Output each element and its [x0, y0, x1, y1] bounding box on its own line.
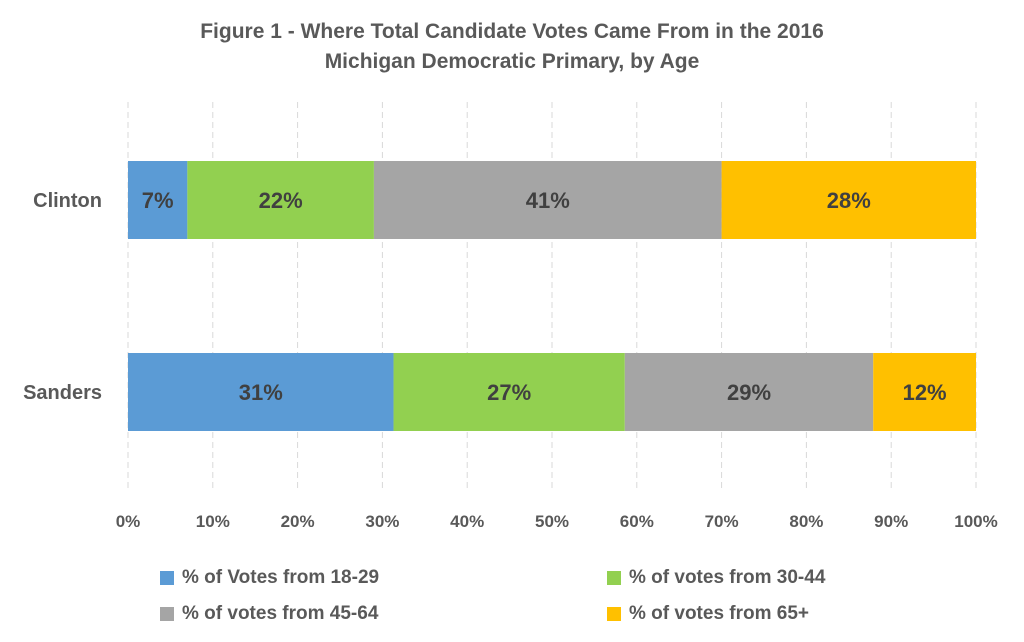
x-tick-label: 10% [196, 512, 230, 531]
x-tick-label: 80% [789, 512, 823, 531]
legend-label-45-64: % of votes from 45-64 [182, 603, 379, 624]
chart-title-line-1: Figure 1 - Where Total Candidate Votes C… [200, 20, 824, 43]
bar-segment [373, 161, 722, 239]
data-label: 29% [727, 380, 771, 405]
data-label: 31% [239, 380, 283, 405]
bar-segment [128, 161, 188, 239]
bar-segment [873, 353, 976, 431]
bar-segment [721, 161, 976, 239]
data-label: 27% [487, 380, 531, 405]
legend-label-65-plus: % of votes from 65+ [629, 603, 810, 624]
bar-segment [393, 353, 625, 431]
x-tick-label: 0% [116, 512, 141, 531]
legend-swatch-65-plus [607, 607, 621, 621]
x-tick-label: 50% [535, 512, 569, 531]
legend-label-18-29: % of Votes from 18-29 [182, 567, 380, 588]
legend-label-30-44: % of votes from 30-44 [629, 567, 826, 588]
x-tick-label: 70% [705, 512, 739, 531]
legend-swatch-30-44 [607, 571, 621, 585]
bar-segment [624, 353, 874, 431]
bar-segment [187, 161, 374, 239]
category-label: Clinton [33, 190, 102, 212]
x-tick-label: 40% [450, 512, 484, 531]
bar-segment [128, 353, 394, 431]
legend-item-18-29: % of Votes from 18-29 [160, 567, 379, 589]
data-label: 41% [526, 188, 570, 213]
x-tick-label: 20% [281, 512, 315, 531]
data-label: 22% [259, 188, 303, 213]
data-label: 7% [142, 188, 174, 213]
legend-item-65-plus: % of votes from 65+ [607, 603, 809, 625]
category-label: Sanders [23, 382, 102, 404]
legend-item-30-44: % of votes from 30-44 [607, 567, 825, 589]
x-tick-label: 60% [620, 512, 654, 531]
x-tick-label: 100% [954, 512, 997, 531]
data-label: 12% [903, 380, 947, 405]
legend-swatch-18-29 [160, 571, 174, 585]
data-label: 28% [827, 188, 871, 213]
x-tick-label: 90% [874, 512, 908, 531]
legend-item-45-64: % of votes from 45-64 [160, 603, 378, 625]
x-tick-label: 30% [365, 512, 399, 531]
chart-title-line-2: Michigan Democratic Primary, by Age [324, 50, 700, 73]
legend-swatch-45-64 [160, 607, 174, 621]
